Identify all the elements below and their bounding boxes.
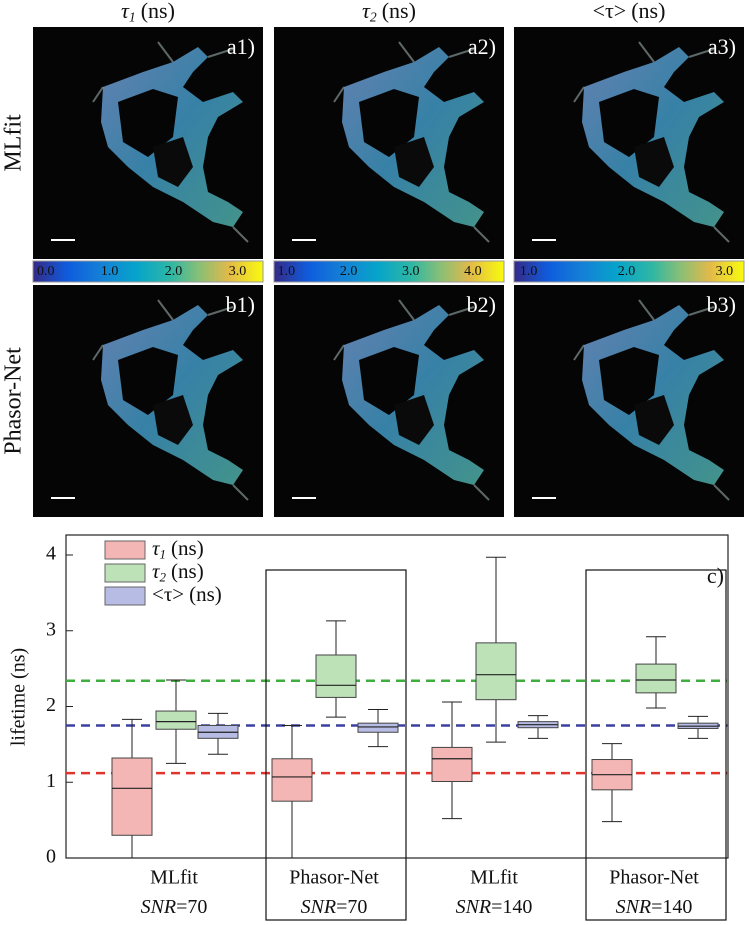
symbol: τ bbox=[362, 0, 371, 23]
x-tick-sublabel: SNR=70 bbox=[301, 896, 368, 918]
symbol-label: <τ> (ns) bbox=[152, 582, 222, 606]
symbol: τ bbox=[152, 536, 161, 560]
y-tick-label: 3 bbox=[46, 618, 56, 640]
row-label: MLfit bbox=[1, 114, 27, 172]
plot-frame bbox=[65, 534, 729, 859]
legend-swatch bbox=[104, 563, 146, 583]
box bbox=[475, 642, 517, 701]
panel-tag: b1) bbox=[226, 292, 255, 317]
x-tick-label: Phasor-Net bbox=[289, 867, 379, 889]
box bbox=[431, 746, 473, 782]
x-tick-sublabel: SNR=70 bbox=[141, 896, 208, 918]
snr: SNR bbox=[616, 896, 652, 918]
snr-value: =140 bbox=[491, 896, 532, 918]
box bbox=[271, 758, 313, 802]
x-tick-sublabel: SNR=140 bbox=[456, 896, 533, 918]
unit: (ns) bbox=[189, 582, 222, 606]
panel-tag: a1) bbox=[227, 34, 255, 59]
y-axis-label: lifetime (ns) bbox=[8, 648, 30, 746]
y-tick-label: 2 bbox=[46, 694, 56, 716]
unit: (ns) bbox=[141, 0, 175, 23]
y-tick-label: 0 bbox=[46, 846, 56, 868]
symbol-label: τ1 (ns) bbox=[121, 0, 175, 25]
unit: (ns) bbox=[631, 0, 665, 23]
y-tick-label: 4 bbox=[46, 543, 56, 565]
panel-tag: a3) bbox=[708, 34, 736, 59]
box bbox=[315, 654, 357, 698]
symbol: <τ> bbox=[152, 582, 184, 606]
colorbar bbox=[513, 260, 745, 283]
colorbar bbox=[32, 260, 264, 283]
symbol-label: <τ> (ns) bbox=[593, 0, 666, 23]
colorbar-tick-label: 2.0 bbox=[618, 264, 636, 279]
box bbox=[155, 710, 197, 730]
colorbar-tick-label: 1.0 bbox=[520, 264, 538, 279]
unit: (ns) bbox=[171, 559, 204, 583]
panel-tag: a2) bbox=[468, 34, 496, 59]
panel-tag: b3) bbox=[707, 292, 736, 317]
colorbar-tick-label: 1.0 bbox=[278, 264, 296, 279]
x-tick-label: MLfit bbox=[150, 867, 198, 889]
colorbar-tick-label: 4.0 bbox=[464, 264, 482, 279]
unit: (ns) bbox=[382, 0, 416, 23]
snr: SNR bbox=[301, 896, 337, 918]
symbol-label: τ1 (ns) bbox=[152, 536, 204, 561]
snr-value: =70 bbox=[176, 896, 207, 918]
colorbar-tick-label: 0.0 bbox=[37, 264, 55, 279]
box bbox=[357, 722, 399, 733]
panel-annotation: c) bbox=[707, 563, 724, 588]
snr: SNR bbox=[456, 896, 492, 918]
box bbox=[111, 757, 153, 836]
x-tick-label: MLfit bbox=[470, 867, 518, 889]
snr-value: =140 bbox=[651, 896, 692, 918]
group-frame bbox=[585, 569, 727, 921]
symbol: <τ> bbox=[593, 0, 627, 23]
colorbar-tick-label: 3.0 bbox=[229, 264, 247, 279]
y-tick-label: 1 bbox=[46, 770, 56, 792]
symbol-label: τ2 (ns) bbox=[362, 0, 416, 25]
symbol: τ bbox=[121, 0, 130, 23]
x-tick-label: Phasor-Net bbox=[609, 867, 699, 889]
subscript: 1 bbox=[160, 546, 167, 561]
colorbar-tick-label: 2.0 bbox=[340, 264, 358, 279]
snr-value: =70 bbox=[336, 896, 367, 918]
colorbar-tick-label: 3.0 bbox=[402, 264, 420, 279]
symbol: τ bbox=[152, 559, 161, 583]
unit: (ns) bbox=[171, 536, 204, 560]
symbol-label: τ2 (ns) bbox=[152, 559, 204, 584]
subscript: 2 bbox=[160, 569, 167, 584]
legend-swatch bbox=[104, 540, 146, 560]
snr: SNR bbox=[141, 896, 177, 918]
legend-swatch bbox=[104, 586, 146, 606]
box bbox=[635, 663, 677, 694]
panel-tag: b2) bbox=[467, 292, 496, 317]
group-frame bbox=[265, 569, 407, 921]
row-label: Phasor-Net bbox=[1, 347, 27, 455]
x-tick-sublabel: SNR=140 bbox=[616, 896, 693, 918]
colorbar-tick-label: 2.0 bbox=[165, 264, 183, 279]
subscript: 2 bbox=[370, 10, 377, 25]
subscript: 1 bbox=[129, 10, 136, 25]
colorbar-tick-label: 1.0 bbox=[101, 264, 119, 279]
colorbar bbox=[273, 260, 505, 283]
colorbar-tick-label: 3.0 bbox=[716, 264, 734, 279]
